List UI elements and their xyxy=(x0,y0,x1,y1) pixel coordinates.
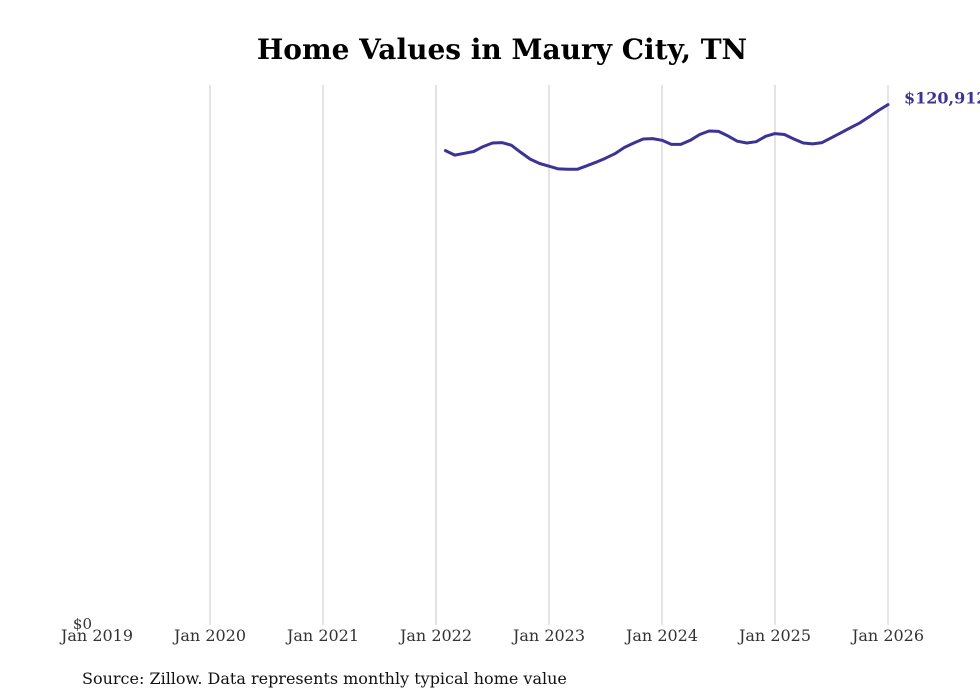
x-tick-label: Jan 2026 xyxy=(850,626,924,645)
x-tick-label: Jan 2019 xyxy=(59,626,133,645)
x-tick-label: Jan 2021 xyxy=(285,626,359,645)
x-tick-label: Jan 2025 xyxy=(737,626,811,645)
gridlines xyxy=(209,85,889,625)
x-tick-label: Jan 2023 xyxy=(511,626,585,645)
x-tick-label: Jan 2022 xyxy=(398,626,472,645)
latest-value-label: $120,912 xyxy=(904,89,980,108)
source-note: Source: Zillow. Data represents monthly … xyxy=(82,669,567,688)
y-tick-label: $0 xyxy=(73,615,92,633)
chart-title: Home Values in Maury City, TN xyxy=(257,33,747,66)
x-axis-ticks: Jan 2019 Jan 2020 Jan 2021 Jan 2022 Jan 2023… xyxy=(59,626,924,645)
x-tick-label: Jan 2020 xyxy=(172,626,246,645)
x-tick-label: Jan 2024 xyxy=(624,626,698,645)
y-axis-ticks: $0 xyxy=(73,615,92,633)
home-value-series-line xyxy=(443,103,890,171)
